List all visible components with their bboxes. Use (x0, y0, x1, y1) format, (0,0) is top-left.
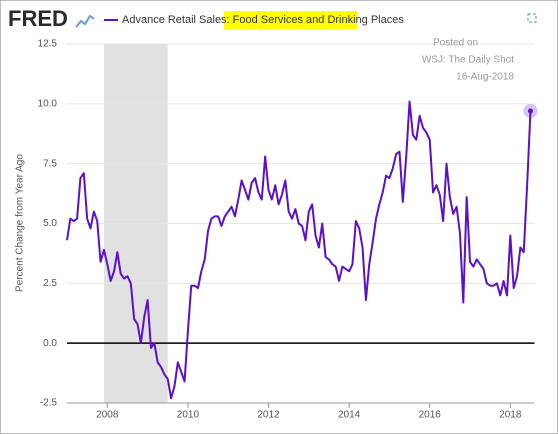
annotation: WSJ: The Daily Shot (422, 55, 514, 66)
title-highlight: Food Services and Drinking Places (233, 14, 405, 26)
title-prefix: Advance Retail Sales: (122, 14, 233, 26)
y-tick-label: -2.5 (40, 398, 58, 409)
y-tick-label: 7.5 (43, 158, 57, 169)
x-tick-label: 2016 (419, 410, 442, 421)
y-tick-label: 10.0 (38, 98, 58, 109)
title-highlight-bg (224, 11, 357, 29)
x-tick-label: 2014 (338, 410, 361, 421)
brand-icon (75, 14, 95, 28)
x-tick-label: 2018 (499, 410, 522, 421)
series-line (66, 100, 532, 400)
y-tick-label: 12.5 (38, 39, 58, 50)
annotation: Posted on (433, 38, 478, 49)
brand: FRED (8, 6, 68, 31)
end-point (527, 108, 533, 114)
x-tick-label: 2010 (177, 410, 200, 421)
y-tick-label: 0.0 (43, 338, 57, 349)
annotation: 16-Aug-2018 (456, 72, 514, 83)
x-tick-label: 2012 (257, 410, 280, 421)
y-tick-label: 2.5 (43, 278, 57, 289)
fullscreen-icon[interactable] (527, 13, 537, 23)
x-tick-label: 2008 (96, 410, 119, 421)
y-axis-label: Percent Change from Year Ago (15, 154, 26, 292)
chart-title: Advance Retail Sales: Food Services and … (122, 14, 404, 26)
y-tick-label: 5.0 (43, 218, 57, 229)
